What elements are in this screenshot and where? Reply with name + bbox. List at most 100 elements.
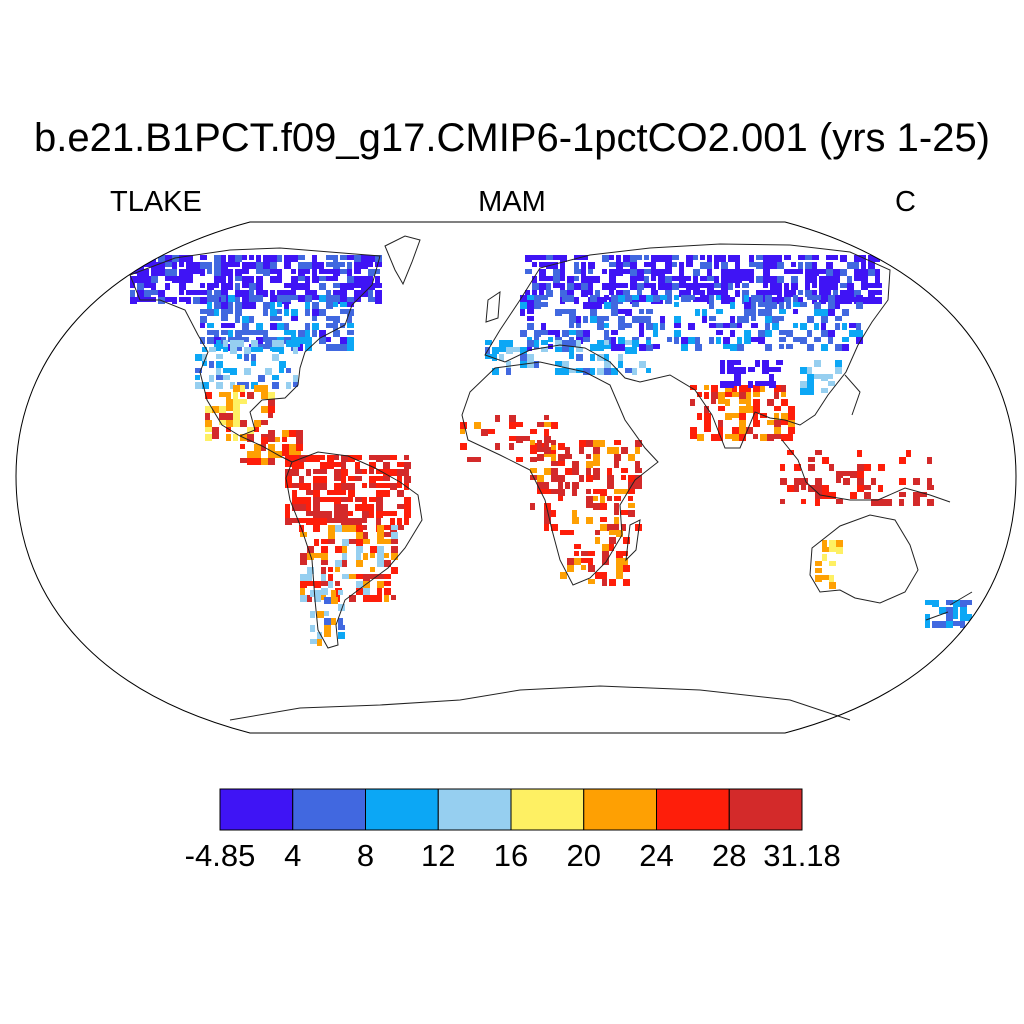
grid-cell [158,255,165,262]
grid-cell [172,297,177,304]
grid-cell [390,483,397,490]
grid-cell [292,518,299,523]
grid-cell [875,290,882,295]
grid-cell [369,483,376,488]
grid-cell [546,290,553,297]
grid-cell [776,360,783,365]
grid-cell [268,413,273,418]
grid-cell [209,375,214,382]
grid-cell [279,340,284,347]
grid-cell [284,290,291,297]
grid-cell [306,504,311,511]
grid-cell [172,255,179,262]
grid-cell [293,347,298,354]
grid-cell [753,385,760,392]
grid-cell [137,290,144,297]
grid-cell [700,290,705,297]
grid-cell [216,340,221,345]
grid-cell [268,406,275,413]
grid-cell [474,422,481,429]
grid-cell [230,368,237,375]
grid-cell [291,295,298,300]
grid-cell [693,283,700,290]
grid-cell [384,532,391,537]
grid-cell [320,497,327,502]
grid-cell [739,427,746,434]
grid-cell [256,283,263,290]
grid-cell [793,302,800,307]
grid-cell [551,461,558,466]
grid-cell [920,492,927,497]
grid-cell [391,525,398,530]
grid-cell [616,269,623,276]
grid-cell [686,262,693,267]
grid-cell [506,361,511,368]
grid-cell [314,581,321,588]
grid-cell [562,309,569,314]
grid-cell [857,485,864,492]
grid-cell [228,276,233,283]
grid-cell [623,262,630,267]
grid-cell [258,347,263,352]
grid-cell [607,447,614,454]
grid-cell [363,532,368,539]
grid-cell [256,330,263,335]
grid-cell [798,269,803,274]
grid-cell [314,595,321,602]
grid-cell [821,330,828,337]
grid-cell [732,413,739,418]
grid-cell [821,323,826,330]
grid-cell [854,269,861,276]
grid-cell [397,483,402,488]
grid-cell [723,337,730,344]
grid-cell [205,420,212,427]
grid-cell [362,511,369,518]
grid-cell [725,399,730,406]
grid-cell [347,269,352,276]
grid-cell [833,290,838,297]
grid-cell [249,330,256,335]
grid-cell [342,574,349,579]
grid-cell [611,330,618,335]
plot-title: b.e21.B1PCT.f09_g17.CMIP6-1pctCO2.001 (y… [33,116,991,160]
grid-cell [226,420,233,427]
grid-cell [207,302,212,309]
grid-cell [306,483,311,490]
grid-cell [492,368,499,375]
grid-cell [244,347,251,354]
grid-cell [646,295,653,302]
grid-cell [520,302,527,309]
grid-cell [333,269,340,276]
grid-cell [333,344,340,351]
grid-cell [953,600,960,607]
grid-cell [739,399,746,404]
grid-cell [821,374,828,381]
grid-cell [720,360,725,367]
grid-cell [772,302,777,309]
grid-cell [614,503,619,510]
grid-cell [534,340,539,347]
grid-cell [338,618,343,625]
grid-cell [242,316,249,323]
grid-cell [240,399,247,404]
grid-cell [658,283,665,290]
grid-cell [646,309,653,314]
grid-cell [541,340,548,345]
grid-cell [665,297,672,304]
grid-cell [604,340,609,345]
grid-cell [144,283,151,288]
grid-cell [375,262,382,267]
grid-cell [307,567,314,574]
grid-cell [779,316,784,321]
grid-cell [340,302,347,307]
grid-cell [814,309,821,316]
grid-cell [721,269,728,276]
grid-cell [327,497,334,502]
grid-cell [665,290,672,297]
grid-cell [305,290,312,297]
grid-cell [327,511,332,518]
grid-cell [765,330,772,337]
grid-cell [653,330,658,337]
grid-cell [716,323,723,328]
grid-cell [390,455,397,460]
